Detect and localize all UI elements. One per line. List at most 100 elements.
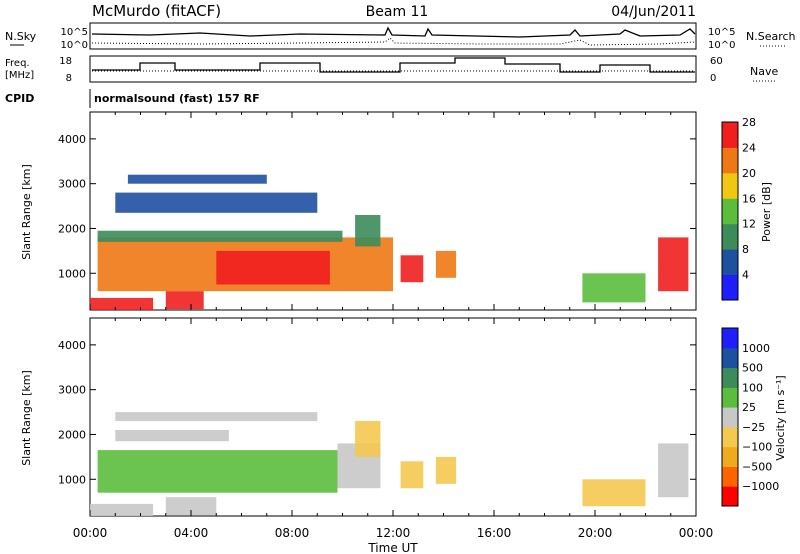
power-colorbar-label: Power [dB] (760, 182, 773, 242)
power-ytick-label: 2000 (58, 222, 86, 235)
velocity-colorbar-swatch-1 (722, 466, 738, 487)
freq-panel-frame (89, 55, 697, 83)
freq-label-2: [MHz] (5, 70, 34, 81)
noise-panel-frame (89, 22, 697, 50)
velocity-ytick-label: 2000 (58, 428, 86, 441)
power-patch-6 (165, 291, 204, 310)
velocity-colorbar-swatch-5 (722, 387, 738, 408)
velocity-heatmap: 1000 2000 3000 4000 (58, 318, 697, 516)
velocity-patch-9 (582, 479, 646, 507)
freq-label-1: Freq. (5, 58, 30, 69)
time-axis: 00:00 04:00 08:00 12:00 16:00 20:00 00:00 (73, 526, 714, 540)
power-patch-11 (355, 215, 381, 247)
velocity-ytick-label: 4000 (58, 339, 86, 352)
nave-tick-bottom: 0 (710, 73, 716, 84)
velocity-colorbar-swatch-3 (722, 426, 738, 448)
time-tick-label: 16:00 (477, 526, 512, 540)
freq-tick-top: 18 (59, 56, 72, 67)
velocity-colorbar-tick: 1000 (742, 342, 770, 355)
power-ytick-label: 4000 (58, 133, 86, 146)
velocity-ytick-label: 3000 (58, 384, 86, 397)
velocity-colorbar-swatch-7 (722, 347, 738, 369)
power-colorbar-tick: 8 (742, 243, 749, 256)
freq-trace (92, 57, 695, 73)
velocity-colorbar-swatch-8 (722, 328, 738, 349)
velocity-patch-10 (658, 443, 689, 498)
power-ytick-label: 3000 (58, 178, 86, 191)
power-patch-1 (216, 250, 330, 285)
velocity-patch-4 (435, 456, 457, 484)
velocity-patch-3 (400, 461, 424, 489)
velocity-colorbar-tick: 500 (742, 362, 763, 375)
velocity-colorbar: 1000 500 100 25 −25 −100 −500 −1000 (721, 327, 779, 507)
velocity-colorbar-swatch-4 (722, 407, 738, 428)
beam-title: Beam 11 (366, 4, 429, 20)
power-patch-8 (435, 250, 457, 278)
time-tick-label: 08:00 (275, 526, 310, 540)
velocity-patch-7 (165, 497, 217, 516)
nsearch-tick-bottom: 10^0 (708, 40, 735, 51)
velocity-colorbar-tick: −500 (742, 460, 772, 473)
cpid-label: CPID (5, 92, 34, 105)
velocity-patch-5 (115, 412, 318, 422)
power-colorbar-swatch-3 (722, 198, 738, 225)
velocity-patch-8 (90, 503, 154, 516)
power-patch-10 (658, 237, 689, 292)
power-patch-2 (97, 230, 343, 242)
velocity-colorbar-frame (721, 327, 739, 507)
velocity-patch-2 (355, 421, 381, 457)
time-tick-label: 04:00 (174, 526, 209, 540)
velocity-patch-6 (115, 430, 229, 442)
velocity-colorbar-swatch-6 (722, 367, 738, 388)
power-colorbar-frame (721, 121, 739, 301)
date-title: 04/Jun/2011 (611, 4, 696, 20)
time-tick-label: 00:00 (73, 526, 108, 540)
nsky-tick-bottom: 10^0 (61, 40, 88, 51)
velocity-colorbar-tick: 100 (742, 381, 763, 394)
power-colorbar-tick: 24 (742, 141, 756, 154)
velocity-colorbar-tick: −25 (742, 421, 765, 434)
power-colorbar-swatch-0 (722, 274, 738, 301)
power-heatmap: 1000 2000 3000 4000 (58, 112, 697, 310)
velocity-colorbar-tick: −100 (742, 441, 772, 454)
power-colorbar-swatch-4 (722, 172, 738, 199)
nave-label: Nave (750, 65, 778, 78)
time-tick-label: 00:00 (679, 526, 714, 540)
nsky-label: N.Sky (5, 30, 37, 43)
velocity-colorbar-label: Velocity [m s⁻¹] (774, 375, 787, 460)
power-patch-5 (90, 297, 154, 310)
power-colorbar-swatch-6 (722, 122, 738, 148)
nave-tick-top: 60 (710, 56, 723, 67)
power-colorbar-swatch-1 (722, 249, 738, 275)
power-colorbar-tick: 16 (742, 192, 756, 205)
power-patch-9 (582, 273, 646, 303)
velocity-ylabel: Slant Range [km] (20, 370, 33, 466)
power-colorbar-tick: 12 (742, 218, 756, 231)
velocity-patch-0 (97, 450, 338, 493)
time-tick-label: 20:00 (578, 526, 613, 540)
freq-tick-bottom: 8 (66, 73, 72, 84)
power-ytick-label: 1000 (58, 267, 86, 280)
velocity-ytick-label: 1000 (58, 473, 86, 486)
nsky-tick-top: 10^5 (61, 27, 88, 38)
nsearch-label: N.Search (746, 30, 796, 43)
nsearch-trace (91, 37, 696, 46)
power-colorbar-tick: 28 (742, 116, 756, 129)
power-ylabel: Slant Range [km] (20, 164, 33, 260)
power-colorbar-swatch-2 (722, 223, 738, 250)
power-patch-3 (115, 192, 318, 213)
power-colorbar-swatch-5 (722, 147, 738, 174)
power-patch-4 (127, 174, 267, 184)
nsearch-tick-top: 10^5 (708, 27, 735, 38)
velocity-colorbar-swatch-0 (722, 486, 738, 507)
velocity-colorbar-swatch-2 (722, 446, 738, 467)
velocity-colorbar-tick: 25 (742, 401, 756, 414)
nsky-trace (91, 26, 696, 38)
power-colorbar-tick: 20 (742, 167, 756, 180)
power-colorbar-tick: 4 (742, 269, 749, 282)
velocity-colorbar-tick: −1000 (742, 480, 779, 493)
cpid-text: normalsound (fast) 157 RF (94, 92, 260, 105)
station-title: McMurdo (fitACF) (92, 2, 221, 20)
power-colorbar: 4 8 12 16 20 24 28 (721, 116, 756, 301)
